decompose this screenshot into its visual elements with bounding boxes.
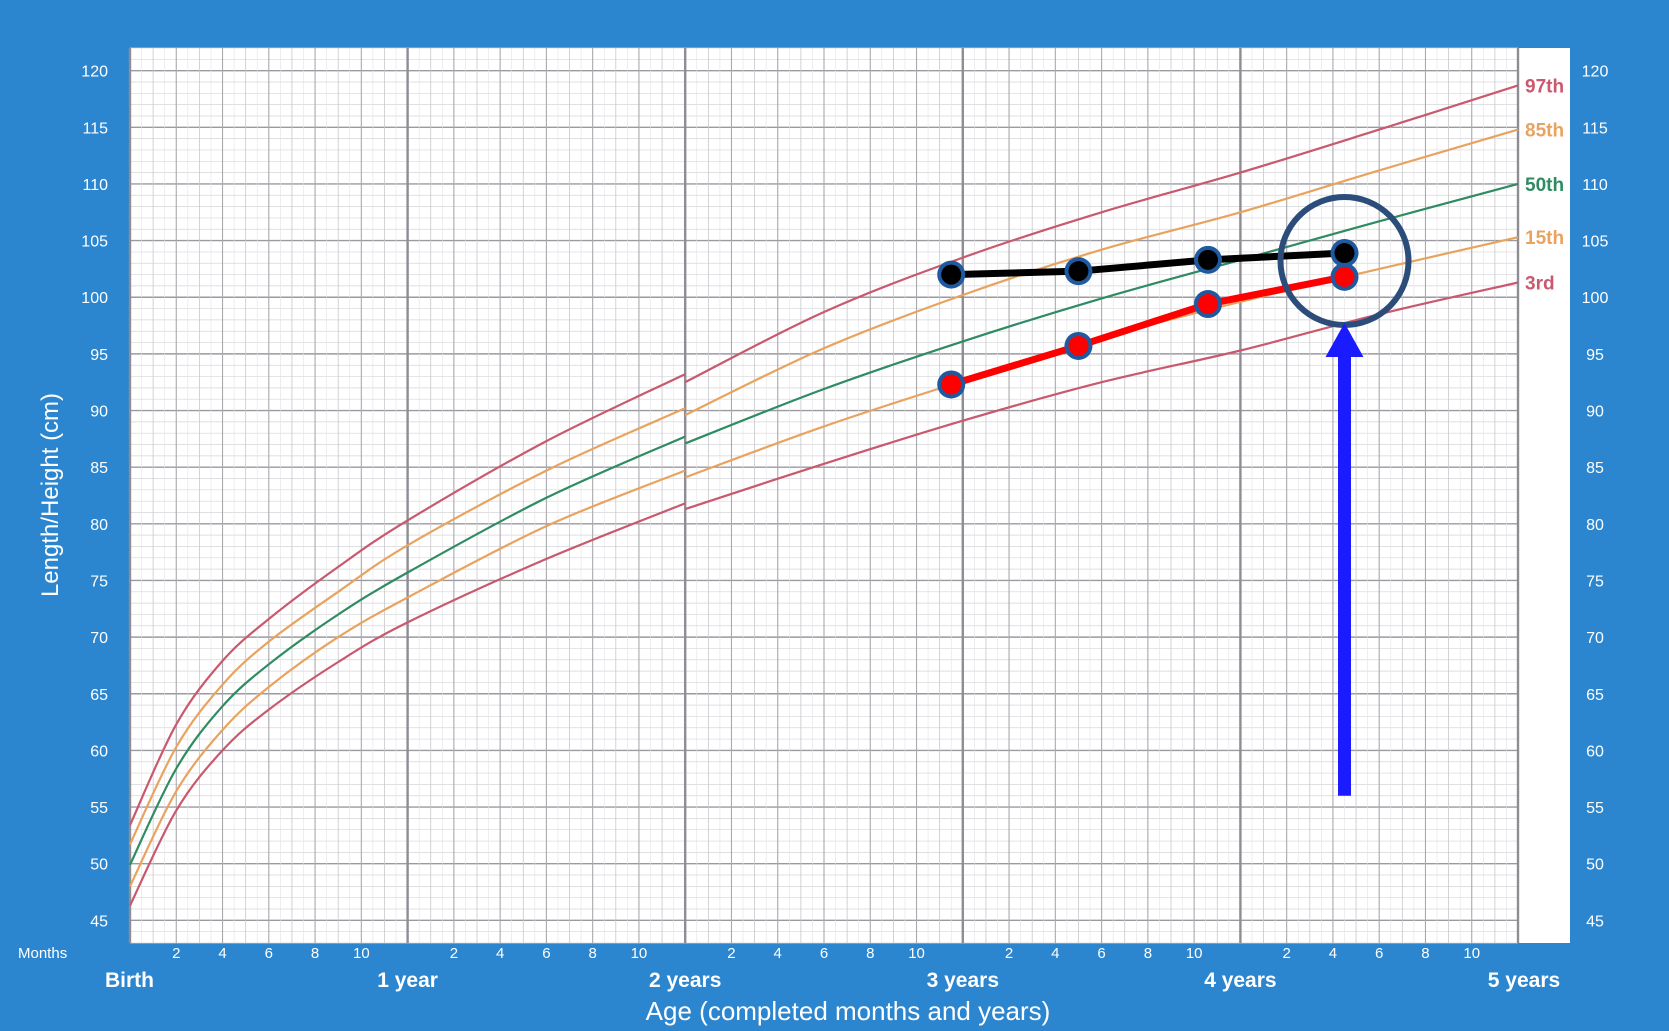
year-label: 1 year bbox=[377, 969, 438, 992]
month-tick-label: 2 bbox=[1282, 945, 1290, 962]
month-tick-label: 4 bbox=[1329, 945, 1337, 962]
y-tick-label-left: 65 bbox=[90, 687, 108, 704]
month-tick-label: 10 bbox=[908, 945, 925, 962]
arrow-head bbox=[1325, 322, 1364, 357]
y-tick-label-left: 60 bbox=[90, 743, 108, 760]
y-tick-label-left: 110 bbox=[82, 177, 108, 194]
month-tick-label: 8 bbox=[311, 945, 319, 962]
month-tick-label: 6 bbox=[820, 945, 828, 962]
y-tick-label-left: 105 bbox=[81, 234, 108, 251]
month-tick-label: 10 bbox=[1186, 945, 1203, 962]
month-tick-label: 8 bbox=[588, 945, 596, 962]
month-tick-label: 10 bbox=[353, 945, 370, 962]
year-label: Birth bbox=[105, 969, 154, 992]
y-tick-label-right: 55 bbox=[1586, 800, 1604, 817]
month-tick-label: 2 bbox=[727, 945, 735, 962]
y-tick-label-left: 80 bbox=[90, 517, 108, 534]
month-tick-label: 8 bbox=[866, 945, 874, 962]
y-tick-label-left: 95 bbox=[90, 347, 108, 364]
percentile-curve-3rd bbox=[129, 502, 686, 907]
month-tick-label: 8 bbox=[1144, 945, 1152, 962]
measurement-point bbox=[941, 264, 962, 285]
percentile-curves: 97th 85th 50th 15th 3rd bbox=[128, 76, 1564, 907]
measurement-line bbox=[947, 249, 1348, 279]
y-tick-label-right: 70 bbox=[1586, 630, 1604, 647]
month-tick-label: 4 bbox=[1051, 945, 1059, 962]
y-tick-label-left: 50 bbox=[90, 857, 108, 874]
axis-ticks: 45 45 50 50 55 55 60 60 65 65 70 70 75 75 80 80 85 85 90 90… bbox=[81, 64, 1608, 992]
measurement-point bbox=[1198, 249, 1219, 270]
month-tick-label: 4 bbox=[774, 945, 782, 962]
month-tick-label: 8 bbox=[1421, 945, 1429, 962]
month-tick-label: 6 bbox=[1375, 945, 1383, 962]
year-label: 5 years bbox=[1488, 969, 1560, 992]
y-tick-label-right: 45 bbox=[1586, 913, 1604, 930]
y-tick-label-right: 110 bbox=[1582, 177, 1608, 194]
y-tick-label-left: 90 bbox=[90, 404, 108, 421]
percentile-curve-97th bbox=[684, 84, 1519, 384]
y-tick-label-right: 50 bbox=[1586, 857, 1604, 874]
year-label: 3 years bbox=[927, 969, 999, 992]
month-tick-label: 6 bbox=[1097, 945, 1105, 962]
month-tick-label: 2 bbox=[450, 945, 458, 962]
y-tick-label-left: 45 bbox=[90, 913, 108, 930]
month-tick-label: 10 bbox=[1463, 945, 1480, 962]
month-tick-label: 2 bbox=[172, 945, 180, 962]
y-tick-label-left: 115 bbox=[82, 120, 108, 137]
months-label: Months bbox=[18, 945, 67, 962]
annotations bbox=[1277, 193, 1412, 796]
y-tick-label-right: 60 bbox=[1586, 743, 1604, 760]
y-tick-label-left: 100 bbox=[81, 290, 108, 307]
month-tick-label: 10 bbox=[631, 945, 648, 962]
measurement-point bbox=[1334, 266, 1355, 287]
y-tick-label-right: 75 bbox=[1586, 573, 1604, 590]
y-tick-label-right: 115 bbox=[1582, 120, 1608, 137]
month-tick-label: 2 bbox=[1005, 945, 1013, 962]
plot-area bbox=[130, 48, 1570, 943]
percentile-label: 15th bbox=[1525, 228, 1564, 249]
measurement-line bbox=[947, 273, 1348, 388]
y-tick-label-left: 70 bbox=[90, 630, 108, 647]
month-tick-label: 6 bbox=[542, 945, 550, 962]
y-tick-label-right: 65 bbox=[1586, 687, 1604, 704]
measurement-point bbox=[1198, 294, 1219, 315]
measurement-point bbox=[1068, 261, 1089, 282]
measurement-series bbox=[937, 239, 1359, 399]
measurement-point bbox=[1068, 335, 1089, 356]
percentile-curve-50th bbox=[129, 435, 686, 866]
month-tick-label: 4 bbox=[218, 945, 226, 962]
percentile-curve-97th bbox=[128, 373, 686, 826]
percentile-curve-15th bbox=[129, 469, 686, 887]
percentile-curve-85th bbox=[684, 128, 1519, 417]
y-tick-label-left: 55 bbox=[90, 800, 108, 817]
y-tick-label-right: 100 bbox=[1582, 290, 1609, 307]
y-tick-label-right: 95 bbox=[1586, 347, 1604, 364]
month-tick-label: 6 bbox=[265, 945, 273, 962]
measurement-point bbox=[941, 374, 962, 395]
y-tick-label-left: 120 bbox=[81, 64, 108, 81]
y-tick-label-right: 85 bbox=[1586, 460, 1604, 477]
year-label: 2 years bbox=[649, 969, 721, 992]
percentile-label: 3rd bbox=[1525, 274, 1555, 295]
year-label: 4 years bbox=[1204, 969, 1276, 992]
x-axis-label: Age (completed months and years) bbox=[646, 996, 1051, 1026]
percentile-label: 50th bbox=[1525, 175, 1564, 196]
grid bbox=[128, 47, 1520, 944]
y-axis-label: Length/Height (cm) bbox=[37, 393, 64, 597]
percentile-curve-85th bbox=[129, 407, 686, 845]
y-tick-label-right: 120 bbox=[1582, 64, 1609, 81]
y-tick-label-left: 85 bbox=[90, 460, 108, 477]
y-tick-label-right: 90 bbox=[1586, 404, 1604, 421]
measurement-point bbox=[1334, 243, 1355, 264]
y-tick-label-right: 80 bbox=[1586, 517, 1604, 534]
y-tick-label-left: 75 bbox=[90, 573, 108, 590]
percentile-label: 85th bbox=[1525, 121, 1564, 142]
month-tick-label: 4 bbox=[496, 945, 504, 962]
y-tick-label-right: 105 bbox=[1582, 234, 1609, 251]
percentile-label: 97th bbox=[1525, 76, 1564, 97]
percentile-curve-50th bbox=[684, 182, 1519, 445]
